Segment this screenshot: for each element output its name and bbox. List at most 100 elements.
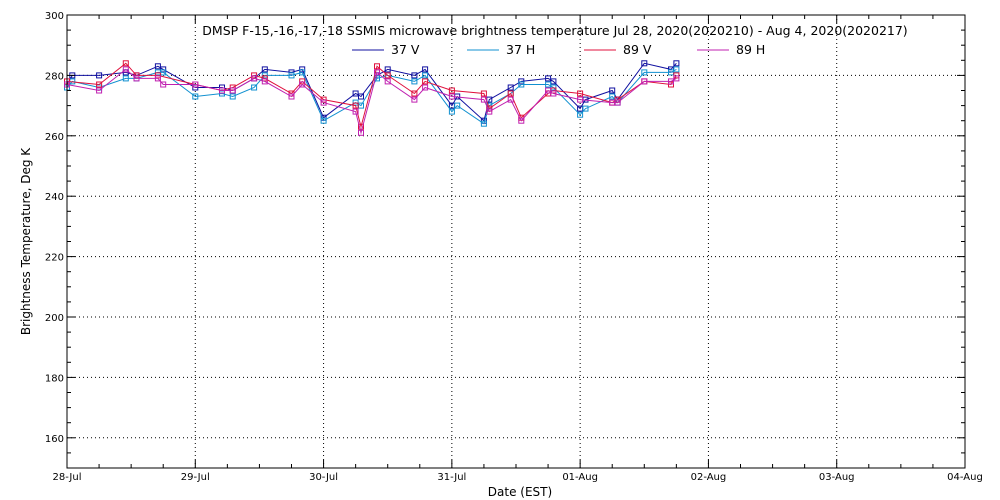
- data-point: [320, 99, 327, 106]
- data-point: [577, 111, 584, 118]
- data-point: [641, 78, 648, 85]
- x-tick-label: 03-Aug: [819, 472, 855, 483]
- data-point: [673, 66, 680, 73]
- y-tick-label: 300: [45, 11, 64, 22]
- data-series: [64, 60, 680, 136]
- data-point: [668, 81, 674, 88]
- data-point: [422, 84, 429, 91]
- y-tick-label: 280: [45, 71, 64, 82]
- data-point: [288, 72, 295, 79]
- data-point: [411, 90, 418, 97]
- data-point: [507, 90, 514, 97]
- y-tick-label: 200: [45, 313, 64, 324]
- x-axis-title: Date (EST): [488, 485, 552, 499]
- data-point: [358, 93, 364, 100]
- data-point: [251, 84, 258, 91]
- y-tick-label: 260: [45, 132, 64, 143]
- grid-lines: [67, 15, 965, 468]
- data-point: [507, 96, 514, 103]
- data-point: [614, 99, 621, 106]
- data-point: [374, 75, 380, 82]
- data-point: [154, 75, 161, 82]
- data-point: [299, 81, 306, 88]
- data-point: [229, 87, 236, 94]
- data-point: [219, 87, 225, 94]
- axis-ticks: 28-Jul 29-Jul 30-Jul 31-Jul 01-Aug 02-Aug 03-A…: [45, 11, 983, 483]
- data-point: [358, 129, 364, 136]
- legend-label: 89 V: [623, 42, 652, 57]
- data-point: [288, 93, 295, 100]
- x-tick-label: 01-Aug: [562, 472, 598, 483]
- data-point: [411, 72, 418, 79]
- data-point: [673, 60, 680, 67]
- data-point: [352, 108, 359, 115]
- data-point: [160, 81, 167, 88]
- data-point: [641, 69, 648, 76]
- data-point: [448, 93, 455, 100]
- data-point: [518, 81, 525, 88]
- data-point: [192, 93, 199, 100]
- data-point: [358, 123, 364, 130]
- data-point: [507, 84, 514, 91]
- y-tick-label: 240: [45, 192, 64, 203]
- y-tick-label: 160: [45, 434, 64, 445]
- data-point: [480, 120, 487, 127]
- data-point: [261, 78, 268, 85]
- data-point: [133, 75, 140, 82]
- data-point: [641, 60, 648, 67]
- data-point: [518, 78, 525, 85]
- data-point: [411, 78, 418, 85]
- legend-label: 89 H: [736, 42, 765, 57]
- data-point: [422, 66, 429, 73]
- data-point: [96, 72, 103, 79]
- data-point: [486, 108, 493, 115]
- data-point: [480, 96, 487, 103]
- data-point: [550, 78, 557, 85]
- data-point: [673, 75, 680, 82]
- plot-frame: [66, 14, 966, 469]
- data-point: [422, 78, 429, 85]
- data-point: [422, 72, 429, 79]
- data-point: [96, 87, 103, 94]
- data-point: [299, 69, 306, 76]
- chart-title: DMSP F-15,-16,-17,-18 SSMIS microwave br…: [202, 23, 907, 38]
- x-tick-label: 04-Aug: [947, 472, 983, 483]
- data-point: [374, 69, 380, 76]
- data-point: [582, 105, 589, 112]
- x-tick-label: 02-Aug: [691, 472, 727, 483]
- data-point: [384, 66, 391, 73]
- data-point: [448, 87, 455, 94]
- legend-label: 37 V: [391, 42, 420, 57]
- data-point: [577, 90, 584, 97]
- series-line: [66, 68, 677, 135]
- data-point: [480, 90, 487, 97]
- data-point: [154, 63, 161, 70]
- series-line: [66, 62, 677, 122]
- data-point: [122, 75, 129, 82]
- legend-label: 37 H: [506, 42, 535, 57]
- data-point: [122, 60, 129, 67]
- x-tick-label: 28-Jul: [53, 472, 82, 483]
- y-tick-label: 220: [45, 253, 64, 264]
- x-tick-label: 31-Jul: [437, 472, 466, 483]
- data-point: [384, 78, 391, 85]
- x-tick-label: 30-Jul: [309, 472, 338, 483]
- data-point: [251, 75, 258, 82]
- data-point: [454, 102, 461, 109]
- data-point: [320, 117, 327, 124]
- data-point: [352, 102, 359, 109]
- y-axis-title: Brightness Temperature, Deg K: [19, 147, 33, 335]
- data-point: [122, 66, 129, 73]
- data-point: [550, 90, 557, 97]
- data-point: [384, 72, 391, 79]
- data-point: [448, 108, 455, 115]
- data-point: [411, 96, 418, 103]
- data-point: [192, 81, 199, 88]
- data-point: [96, 81, 103, 88]
- data-point: [609, 93, 616, 100]
- data-point: [518, 117, 525, 124]
- data-point: [229, 93, 236, 100]
- y-tick-label: 180: [45, 373, 64, 384]
